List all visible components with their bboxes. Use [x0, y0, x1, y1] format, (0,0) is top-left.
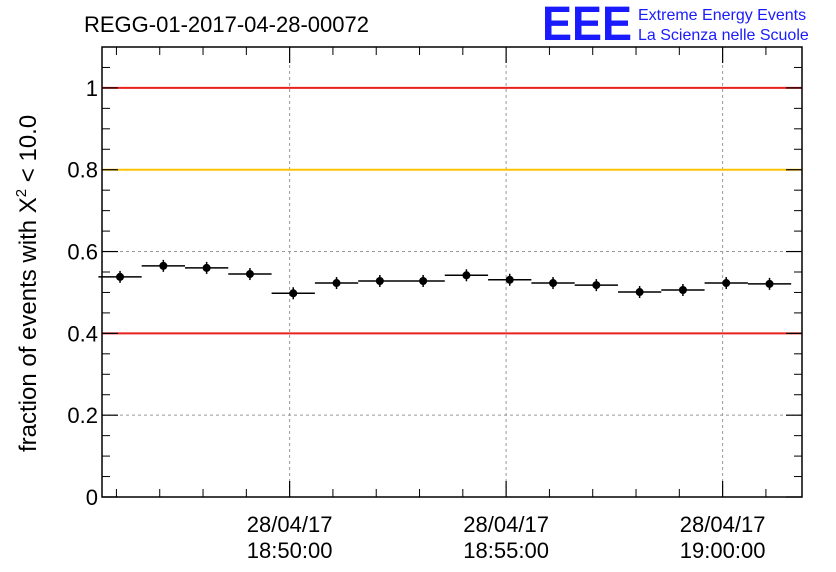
point-marker	[505, 275, 514, 284]
point-marker	[592, 281, 601, 290]
point-marker	[678, 286, 687, 294]
y-axis-label-suffix: < 10.0	[15, 115, 42, 189]
eee-logo: EEE Extreme Energy Events La Scienza nel…	[542, 0, 809, 51]
data-point	[228, 268, 272, 281]
point-marker	[419, 277, 428, 285]
data-point	[747, 277, 792, 290]
data-point	[358, 275, 402, 287]
x-tick-time: 18:50:00	[247, 538, 333, 563]
point-marker	[549, 279, 558, 288]
x-tick-labels: 28/04/1718:50:0028/04/1718:55:0028/04/17…	[247, 512, 766, 563]
chart-title: REGG-01-2017-04-28-00072	[84, 12, 369, 37]
point-marker	[116, 272, 125, 281]
point-marker	[375, 277, 384, 285]
data-point	[141, 259, 185, 272]
y-axis-label: fraction of events with X2 < 10.0	[13, 115, 42, 452]
data-point	[661, 284, 705, 296]
y-tick-label: 1	[86, 76, 98, 101]
y-tick-label: 0	[86, 485, 98, 510]
y-tick-label: 0.8	[67, 158, 98, 183]
point-marker	[289, 289, 298, 298]
y-axis-label-superscript: 2	[13, 189, 30, 197]
y-axis-label-symbol: X	[15, 197, 42, 213]
point-marker	[245, 270, 254, 279]
x-tick-date: 28/04/17	[680, 512, 766, 537]
logo-mark: EEE	[542, 0, 632, 51]
point-marker	[159, 261, 168, 270]
x-tick-time: 18:55:00	[463, 538, 549, 563]
data-point	[314, 277, 359, 290]
x-tick-date: 28/04/17	[247, 512, 333, 537]
point-marker	[635, 288, 644, 297]
point-marker	[332, 279, 341, 288]
x-tick-date: 28/04/17	[463, 512, 549, 537]
y-tick-label: 0.2	[67, 403, 98, 428]
data-point	[271, 287, 315, 300]
y-tick-label: 0.6	[67, 240, 98, 265]
data-point	[617, 286, 662, 299]
data-point	[531, 277, 575, 290]
data-point	[444, 269, 489, 282]
axis-ticks	[102, 47, 802, 498]
y-tick-label: 0.4	[67, 321, 98, 346]
logo-line2: La Scienza nelle Scuole	[638, 27, 809, 44]
point-marker	[722, 279, 731, 288]
logo-line1: Extreme Energy Events	[638, 7, 806, 24]
y-tick-labels: 0 0.2 0.4 0.6 0.8 1	[67, 76, 98, 510]
data-point	[184, 261, 229, 274]
x-tick-time: 19:00:00	[680, 538, 766, 563]
data-point	[574, 279, 618, 292]
data-point	[704, 277, 748, 290]
data-points	[98, 259, 792, 300]
point-marker	[765, 279, 774, 288]
data-point	[488, 273, 532, 286]
data-point	[98, 270, 142, 283]
reference-lines	[102, 86, 802, 335]
point-marker	[202, 263, 211, 272]
point-marker	[462, 271, 471, 280]
y-axis-label-prefix: fraction of events with	[15, 213, 42, 452]
data-point	[401, 275, 445, 287]
